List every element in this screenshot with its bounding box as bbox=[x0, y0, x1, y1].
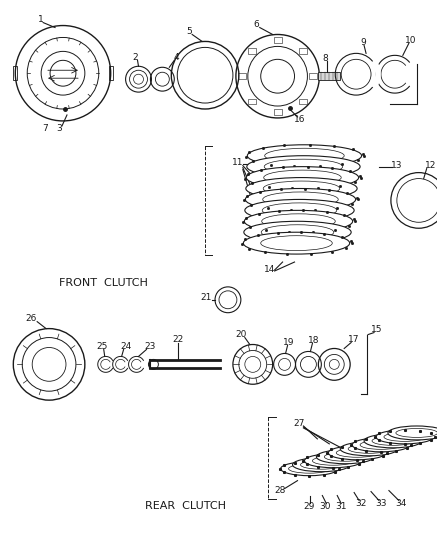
Ellipse shape bbox=[328, 446, 386, 460]
Text: 13: 13 bbox=[391, 161, 403, 170]
Text: 27: 27 bbox=[294, 419, 305, 429]
Text: 4: 4 bbox=[173, 53, 179, 62]
Ellipse shape bbox=[293, 458, 350, 472]
Text: 22: 22 bbox=[173, 335, 184, 344]
Ellipse shape bbox=[244, 232, 350, 254]
Text: 20: 20 bbox=[235, 330, 247, 339]
Ellipse shape bbox=[340, 442, 398, 456]
Bar bbox=[13, 66, 17, 80]
Text: 26: 26 bbox=[25, 314, 37, 323]
Ellipse shape bbox=[244, 221, 351, 243]
Text: 30: 30 bbox=[320, 502, 331, 511]
Ellipse shape bbox=[247, 145, 362, 167]
Text: 34: 34 bbox=[395, 499, 406, 508]
Text: 31: 31 bbox=[336, 502, 347, 511]
Text: 8: 8 bbox=[322, 54, 328, 63]
Bar bbox=[248, 48, 256, 54]
Text: 28: 28 bbox=[274, 486, 285, 495]
Bar bbox=[274, 109, 282, 115]
Bar bbox=[299, 48, 307, 54]
Bar bbox=[248, 99, 256, 104]
Text: 24: 24 bbox=[120, 342, 131, 351]
Text: 10: 10 bbox=[405, 36, 417, 45]
Ellipse shape bbox=[246, 177, 357, 199]
Text: 9: 9 bbox=[360, 38, 366, 47]
Ellipse shape bbox=[304, 454, 362, 468]
Ellipse shape bbox=[244, 211, 353, 232]
Text: 21: 21 bbox=[201, 293, 212, 302]
Ellipse shape bbox=[388, 426, 438, 440]
Text: 19: 19 bbox=[283, 338, 294, 347]
Text: 11: 11 bbox=[232, 158, 244, 167]
Text: 14: 14 bbox=[264, 265, 276, 274]
Text: 1: 1 bbox=[38, 15, 44, 24]
Ellipse shape bbox=[316, 450, 374, 464]
Text: 33: 33 bbox=[375, 499, 387, 508]
Ellipse shape bbox=[246, 167, 359, 189]
Text: 18: 18 bbox=[307, 336, 319, 345]
Text: 29: 29 bbox=[304, 502, 315, 511]
Text: 32: 32 bbox=[355, 499, 367, 508]
Text: 6: 6 bbox=[253, 20, 259, 29]
Bar bbox=[299, 99, 307, 104]
Ellipse shape bbox=[245, 189, 356, 211]
Ellipse shape bbox=[352, 438, 410, 452]
Text: 17: 17 bbox=[348, 335, 360, 344]
Ellipse shape bbox=[245, 199, 354, 221]
Ellipse shape bbox=[247, 156, 360, 177]
Text: REAR  CLUTCH: REAR CLUTCH bbox=[145, 502, 226, 512]
Text: 3: 3 bbox=[56, 124, 62, 133]
Bar bbox=[318, 72, 340, 80]
Text: 7: 7 bbox=[42, 124, 48, 133]
Text: 2: 2 bbox=[133, 53, 138, 62]
Ellipse shape bbox=[376, 430, 434, 444]
Text: 5: 5 bbox=[186, 27, 192, 36]
Text: 23: 23 bbox=[145, 342, 156, 351]
Text: FRONT  CLUTCH: FRONT CLUTCH bbox=[59, 278, 148, 288]
Bar bbox=[274, 37, 282, 43]
Ellipse shape bbox=[281, 462, 338, 475]
Bar bbox=[238, 73, 246, 79]
Text: 15: 15 bbox=[371, 325, 383, 334]
Text: 25: 25 bbox=[96, 342, 107, 351]
Ellipse shape bbox=[364, 434, 422, 448]
Bar bbox=[109, 66, 113, 80]
Bar bbox=[309, 73, 318, 79]
Text: 12: 12 bbox=[425, 161, 436, 170]
Text: 16: 16 bbox=[294, 116, 305, 124]
